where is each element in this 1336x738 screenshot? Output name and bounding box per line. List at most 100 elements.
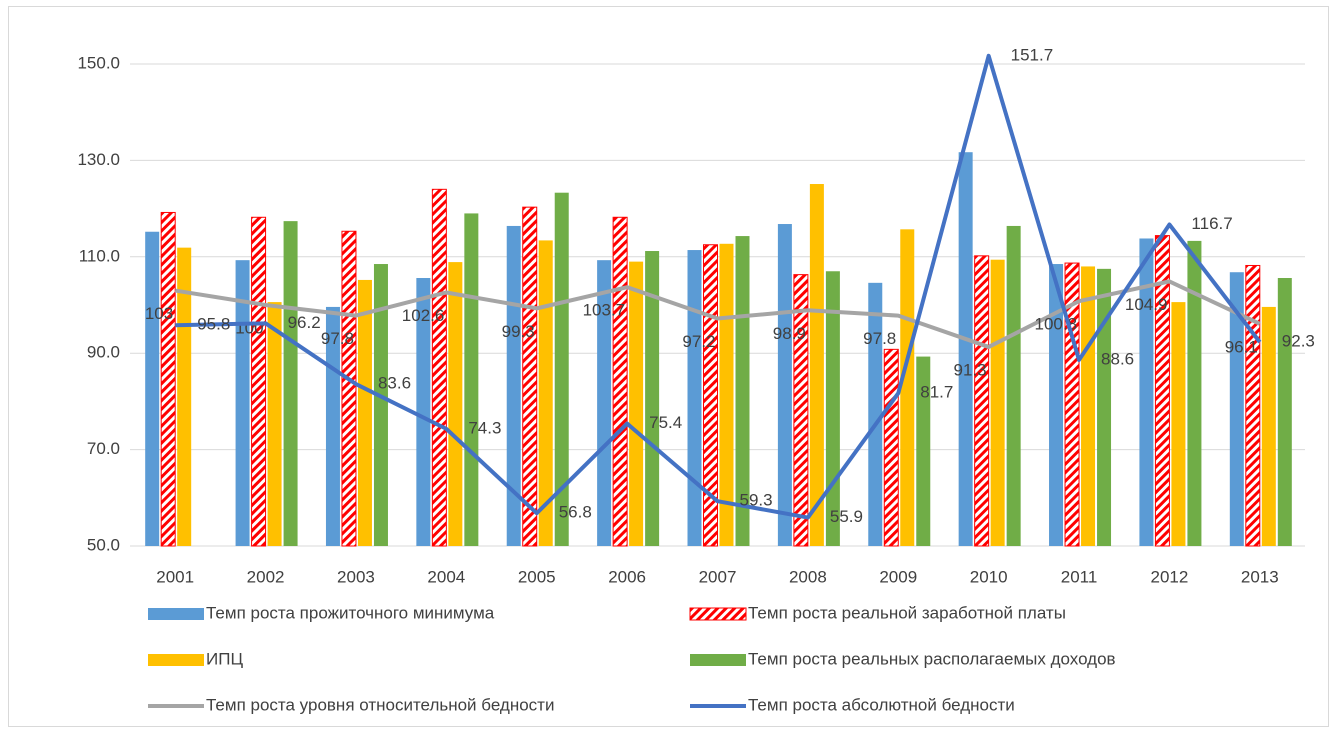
bar	[341, 230, 357, 547]
bar	[735, 236, 750, 546]
data-label: 96.1	[1225, 337, 1258, 356]
data-label: 74.3	[468, 418, 501, 437]
bar	[1006, 225, 1021, 546]
bar	[687, 250, 702, 546]
data-label: 102.6	[402, 306, 445, 325]
bar	[1171, 302, 1186, 546]
data-label: 96.2	[288, 313, 321, 332]
y-tick-label: 150.0	[77, 53, 120, 72]
bar	[1245, 264, 1261, 547]
y-tick-label: 70.0	[87, 439, 120, 458]
bar	[431, 188, 447, 547]
x-tick-label: 2004	[427, 567, 465, 586]
bar	[554, 192, 569, 546]
bar	[522, 206, 538, 547]
y-tick-label: 50.0	[87, 535, 120, 554]
data-label: 95.8	[197, 315, 230, 334]
data-label: 81.7	[920, 383, 953, 402]
x-tick-label: 2012	[1151, 567, 1189, 586]
y-tick-label: 90.0	[87, 343, 120, 362]
bar	[703, 244, 718, 547]
legend-label: Темп роста прожиточного минимума	[206, 603, 495, 622]
data-label: 97.8	[863, 329, 896, 348]
bar	[883, 348, 899, 547]
bar	[283, 221, 298, 546]
data-label: 103	[145, 304, 173, 323]
data-label: 116.7	[1191, 214, 1232, 233]
data-label: 59.3	[740, 491, 773, 510]
bar	[612, 216, 628, 547]
legend-label: Темп роста абсолютной бедности	[748, 695, 1015, 714]
bar	[464, 213, 479, 547]
bar	[868, 282, 883, 546]
line	[174, 279, 1261, 349]
data-label: 92.3	[1282, 332, 1315, 351]
data-label: 88.6	[1101, 349, 1134, 368]
bar	[958, 152, 973, 546]
data-label: 98.9	[773, 324, 806, 343]
bar	[160, 211, 176, 547]
x-tick-label: 2007	[699, 567, 737, 586]
bar	[1081, 266, 1096, 546]
data-label: 99.3	[502, 322, 535, 341]
x-tick-label: 2013	[1241, 567, 1279, 586]
chart-border	[8, 6, 1329, 727]
y-tick-label: 110.0	[79, 246, 120, 265]
data-label: 91.3	[954, 360, 987, 379]
legend-label: Темп роста реальных располагаемых доходо…	[748, 649, 1116, 668]
bar	[1187, 240, 1202, 547]
x-tick-label: 2003	[337, 567, 375, 586]
legend-swatch	[148, 654, 204, 666]
data-label: 104.9	[1125, 295, 1168, 314]
bar	[235, 260, 250, 546]
line	[175, 53, 1262, 520]
bar	[645, 251, 660, 547]
legend-swatch	[689, 607, 747, 621]
bar	[145, 231, 160, 546]
x-tick-label: 2008	[789, 567, 827, 586]
legend-label: Темп роста уровня относительной бедности	[206, 695, 554, 714]
x-tick-label: 2010	[970, 567, 1008, 586]
legend-swatch	[690, 654, 746, 666]
data-label: 55.9	[830, 507, 863, 526]
x-tick-label: 2009	[879, 567, 917, 586]
bar	[448, 262, 463, 546]
bar	[990, 259, 1005, 546]
bar	[1064, 262, 1080, 547]
bar	[373, 264, 388, 546]
bar	[1261, 306, 1276, 546]
y-tick-label: 130.0	[77, 150, 120, 169]
x-tick-label: 2001	[156, 567, 194, 586]
data-label: 151.7	[1011, 45, 1054, 64]
bar	[357, 279, 372, 546]
bar	[1277, 278, 1292, 546]
x-tick-label: 2005	[518, 567, 556, 586]
legend-label: ИПЦ	[206, 649, 243, 668]
bar	[177, 247, 192, 546]
data-label: 103.7	[583, 301, 626, 320]
data-label: 97.8	[321, 329, 354, 348]
data-label: 100	[235, 318, 263, 337]
bar	[793, 274, 809, 547]
bar	[916, 356, 931, 546]
bar	[538, 240, 553, 547]
bar	[416, 278, 431, 546]
bar	[251, 216, 267, 547]
legend-label: Темп роста реальной заработной платы	[748, 603, 1066, 622]
data-label: 56.8	[559, 503, 592, 522]
bar	[597, 260, 612, 546]
bar	[974, 255, 990, 547]
bar	[1139, 238, 1154, 546]
x-tick-label: 2002	[247, 567, 285, 586]
data-label: 75.4	[649, 413, 682, 432]
data-label: 97.2	[682, 332, 715, 351]
data-label: 83.6	[378, 374, 411, 393]
legend-swatch	[148, 608, 204, 620]
bar	[267, 302, 282, 546]
bar	[629, 261, 644, 546]
bar	[1049, 264, 1064, 546]
x-tick-label: 2011	[1061, 567, 1098, 586]
x-tick-label: 2006	[608, 567, 646, 586]
bar	[777, 224, 792, 547]
